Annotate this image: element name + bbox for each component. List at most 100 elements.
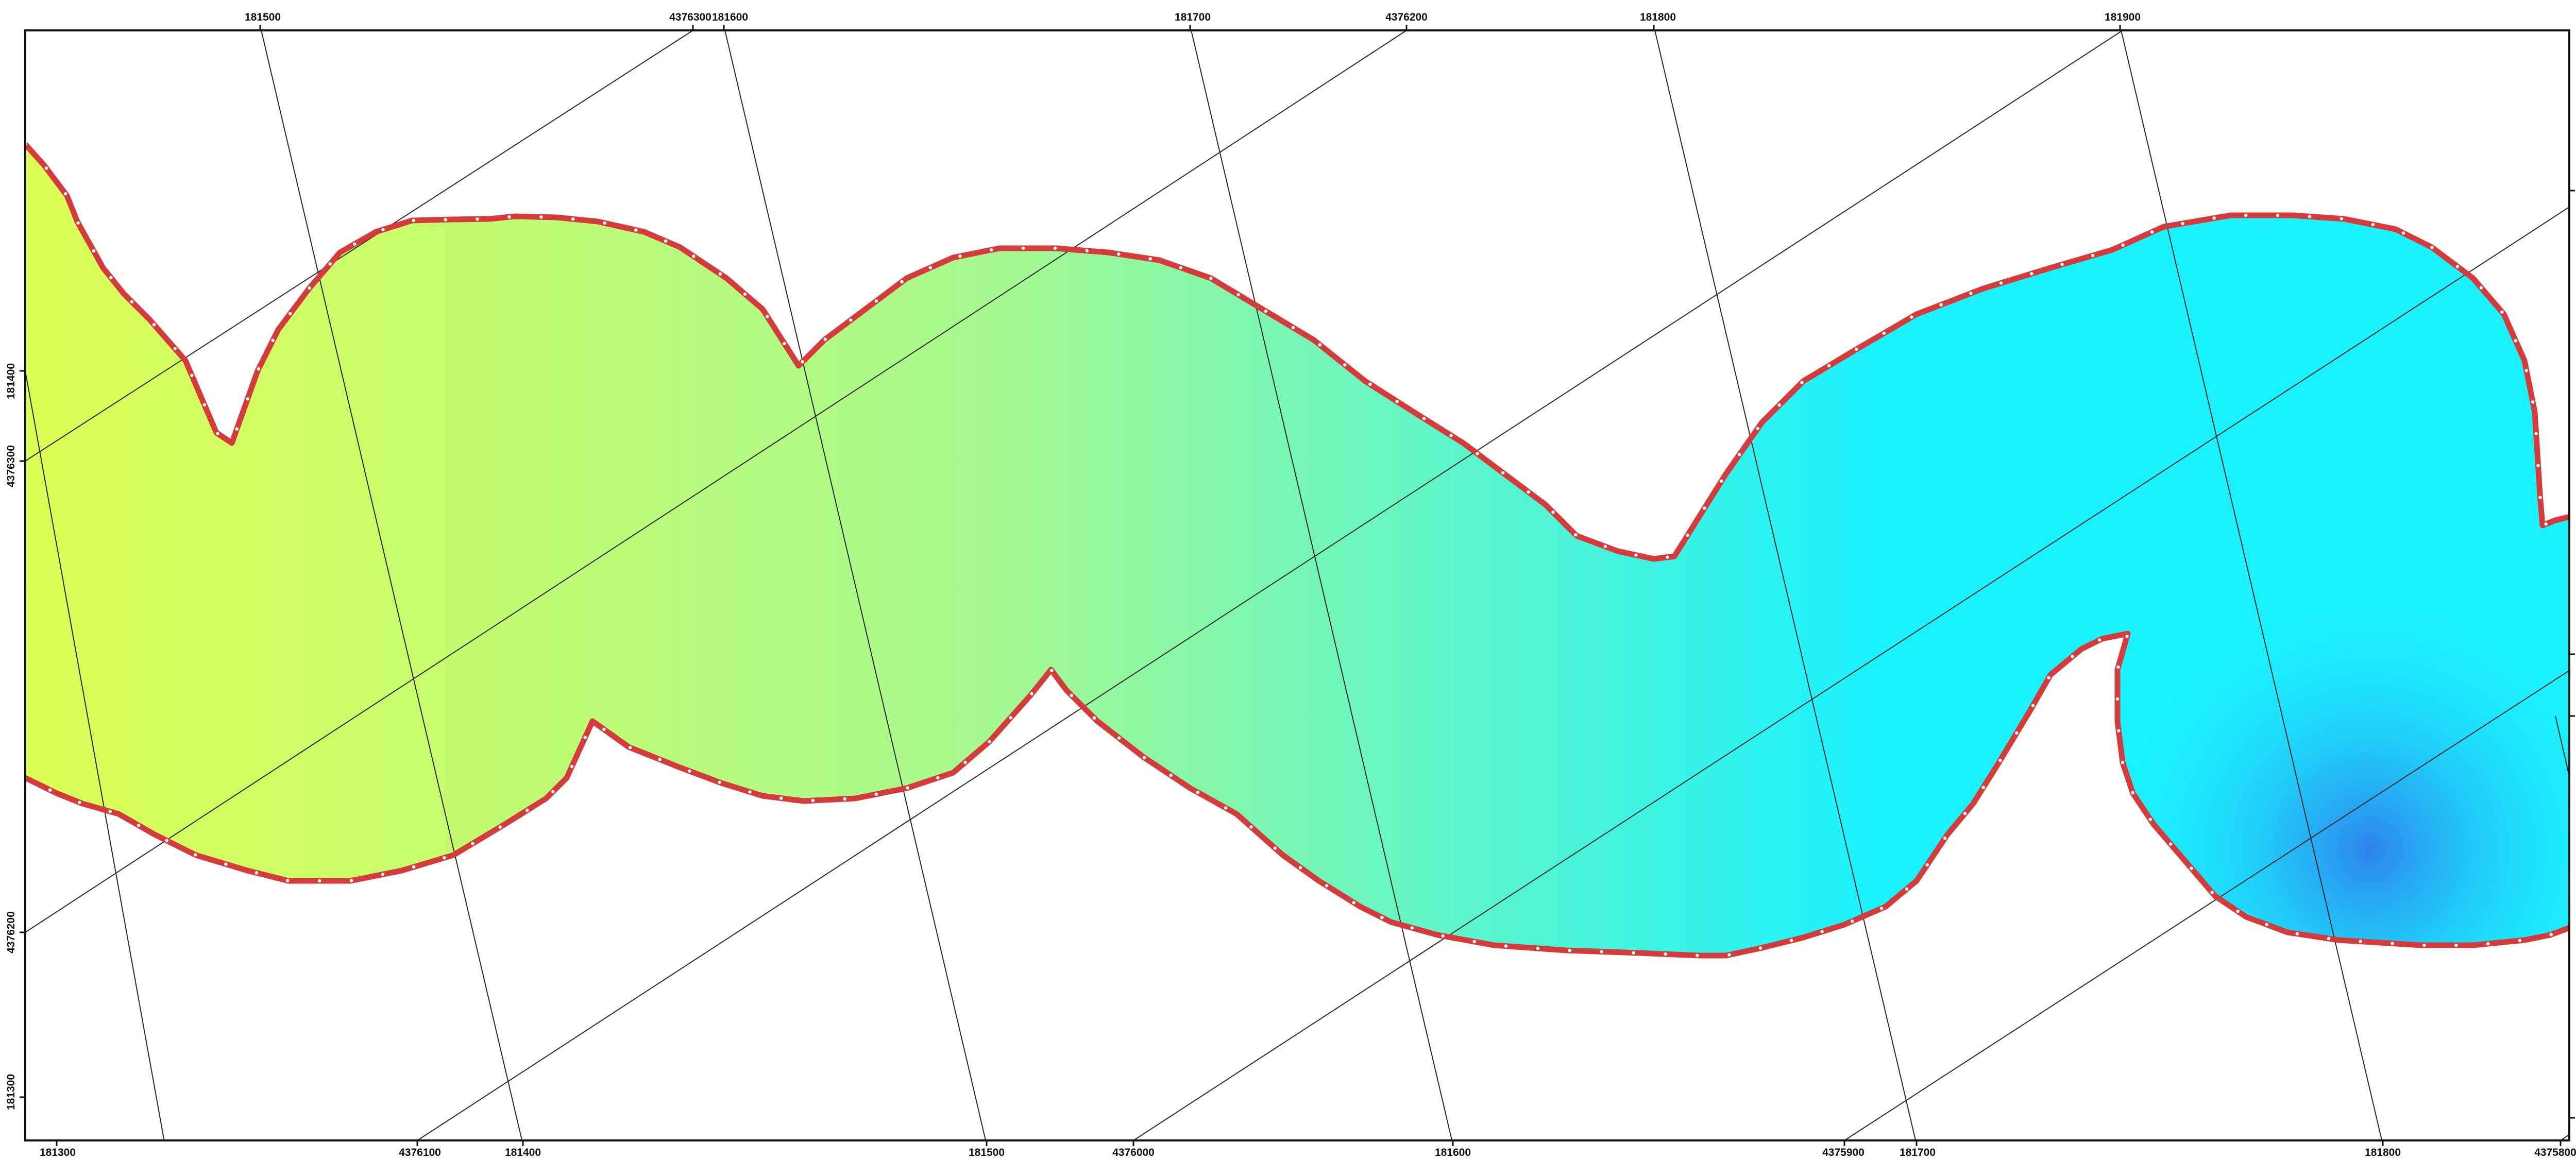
boundary-vertex xyxy=(539,215,543,219)
boundary-vertex xyxy=(603,221,606,225)
boundary-vertex xyxy=(1905,887,1909,891)
map-frame xyxy=(24,29,2570,1141)
boundary-vertex xyxy=(1352,901,1355,905)
boundary-vertex xyxy=(1820,930,1824,933)
bottom-label: 181300 xyxy=(40,1147,76,1158)
bottom-ticks xyxy=(56,1140,2562,1146)
boundary-vertex xyxy=(801,360,804,364)
boundary-vertex xyxy=(193,853,197,857)
boundary-vertex xyxy=(928,266,933,269)
boundary-vertex xyxy=(2276,213,2280,217)
boundary-vertex xyxy=(507,215,511,219)
boundary-vertex xyxy=(906,786,909,790)
boundary-vertex xyxy=(1325,884,1329,888)
boundary-vertex xyxy=(1632,951,1635,955)
boundary-vertex xyxy=(165,839,168,843)
boundary-vertex xyxy=(1998,758,2002,762)
boundary-vertex xyxy=(235,427,239,431)
boundary-vertex xyxy=(1209,277,1213,280)
boundary-vertex xyxy=(1827,364,1831,368)
boundary-vertex xyxy=(381,228,385,231)
boundary-vertex xyxy=(1009,716,1012,720)
boundary-vertex xyxy=(2391,942,2394,945)
boundary-vertex xyxy=(1777,403,1781,407)
boundary-vertex xyxy=(1696,953,1699,958)
boundary-vertex xyxy=(1472,940,1476,944)
boundary-vertex xyxy=(1600,950,1603,953)
boundary-vertex xyxy=(1666,555,1669,559)
boundary-vertex xyxy=(1963,812,1967,815)
boundary-vertex xyxy=(743,292,747,296)
boundary-vertex xyxy=(2015,731,2019,735)
boundary-vertex xyxy=(2210,891,2214,894)
boundary-vertex xyxy=(1925,863,1929,867)
right-ticks xyxy=(2569,190,2575,1119)
boundary-vertex xyxy=(1380,916,1384,919)
boundary-vertex xyxy=(190,373,194,377)
boundary-vertex xyxy=(2486,942,2490,946)
boundary-vertex xyxy=(1236,293,1240,297)
boundary-vertex xyxy=(936,776,940,780)
boundary-vertex xyxy=(2340,217,2343,220)
boundary-vertex xyxy=(2536,464,2540,467)
boundary-vertex xyxy=(1981,786,1985,789)
boundary-vertex xyxy=(44,166,48,170)
boundary-vertex xyxy=(658,758,662,761)
boundary-vertex xyxy=(2150,230,2154,234)
boundary-vertex xyxy=(317,879,321,883)
boundary-vertex xyxy=(2401,231,2405,235)
left-label: 4376300 xyxy=(5,445,17,487)
boundary-vertex xyxy=(1085,249,1089,252)
boundary-vertex xyxy=(76,221,80,225)
boundary-vertex xyxy=(551,790,555,793)
boundary-vertex xyxy=(2479,286,2483,289)
boundary-vertex xyxy=(634,228,638,232)
boundary-vertex xyxy=(783,342,786,346)
boundary-vertex xyxy=(843,797,846,801)
boundary-vertex xyxy=(1422,417,1426,420)
boundary-vertex xyxy=(1224,806,1228,810)
boundary-vertex xyxy=(2236,909,2240,913)
boundary-vertex xyxy=(353,242,357,246)
boundary-vertex xyxy=(526,808,529,812)
boundary-vertex xyxy=(130,300,133,303)
boundary-vertex xyxy=(92,249,95,253)
boundary-vertex xyxy=(202,403,206,406)
boundary-vertex xyxy=(2359,940,2362,943)
channel-boundary xyxy=(25,142,2569,959)
top-label: 181600 xyxy=(712,11,748,23)
river-channel-raster xyxy=(25,144,2569,956)
bottom-label: 4376100 xyxy=(399,1147,441,1158)
boundary-vertex xyxy=(688,769,691,773)
boundary-vertex xyxy=(1449,434,1453,437)
top-label: 181700 xyxy=(1175,11,1211,23)
top-label: 181500 xyxy=(245,11,281,23)
boundary-vertex xyxy=(900,280,904,284)
top-label: 181900 xyxy=(2105,11,2141,23)
boundary-vertex xyxy=(2168,842,2173,846)
boundary-vertex xyxy=(1021,246,1025,250)
boundary-vertex xyxy=(1703,506,1706,510)
boundary-vertex xyxy=(443,856,446,860)
boundary-vertex xyxy=(2091,253,2095,258)
boundary-vertex xyxy=(2121,761,2125,764)
boundary-vertex xyxy=(1050,669,1054,672)
boundary-vertex xyxy=(570,764,574,769)
boundary-vertex xyxy=(471,842,474,845)
boundary-vertex xyxy=(2422,943,2426,947)
boundary-vertex xyxy=(1536,946,1540,950)
boundary-vertex xyxy=(1291,326,1295,330)
boundary-vertex xyxy=(2115,697,2120,701)
boundary-vertex xyxy=(1664,952,1667,956)
boundary-vertex xyxy=(444,218,447,221)
boundary-vertex xyxy=(2031,704,2035,707)
boundary-vertex xyxy=(1939,303,1943,306)
bottom-label: 181800 xyxy=(2365,1147,2401,1158)
boundary-vertex xyxy=(874,792,878,796)
boundary-vertex xyxy=(2295,932,2299,936)
boundary-vertex xyxy=(1758,946,1762,950)
boundary-vertex xyxy=(1943,837,1947,840)
boundary-vertex xyxy=(1910,315,1913,319)
boundary-vertex xyxy=(2121,243,2125,247)
